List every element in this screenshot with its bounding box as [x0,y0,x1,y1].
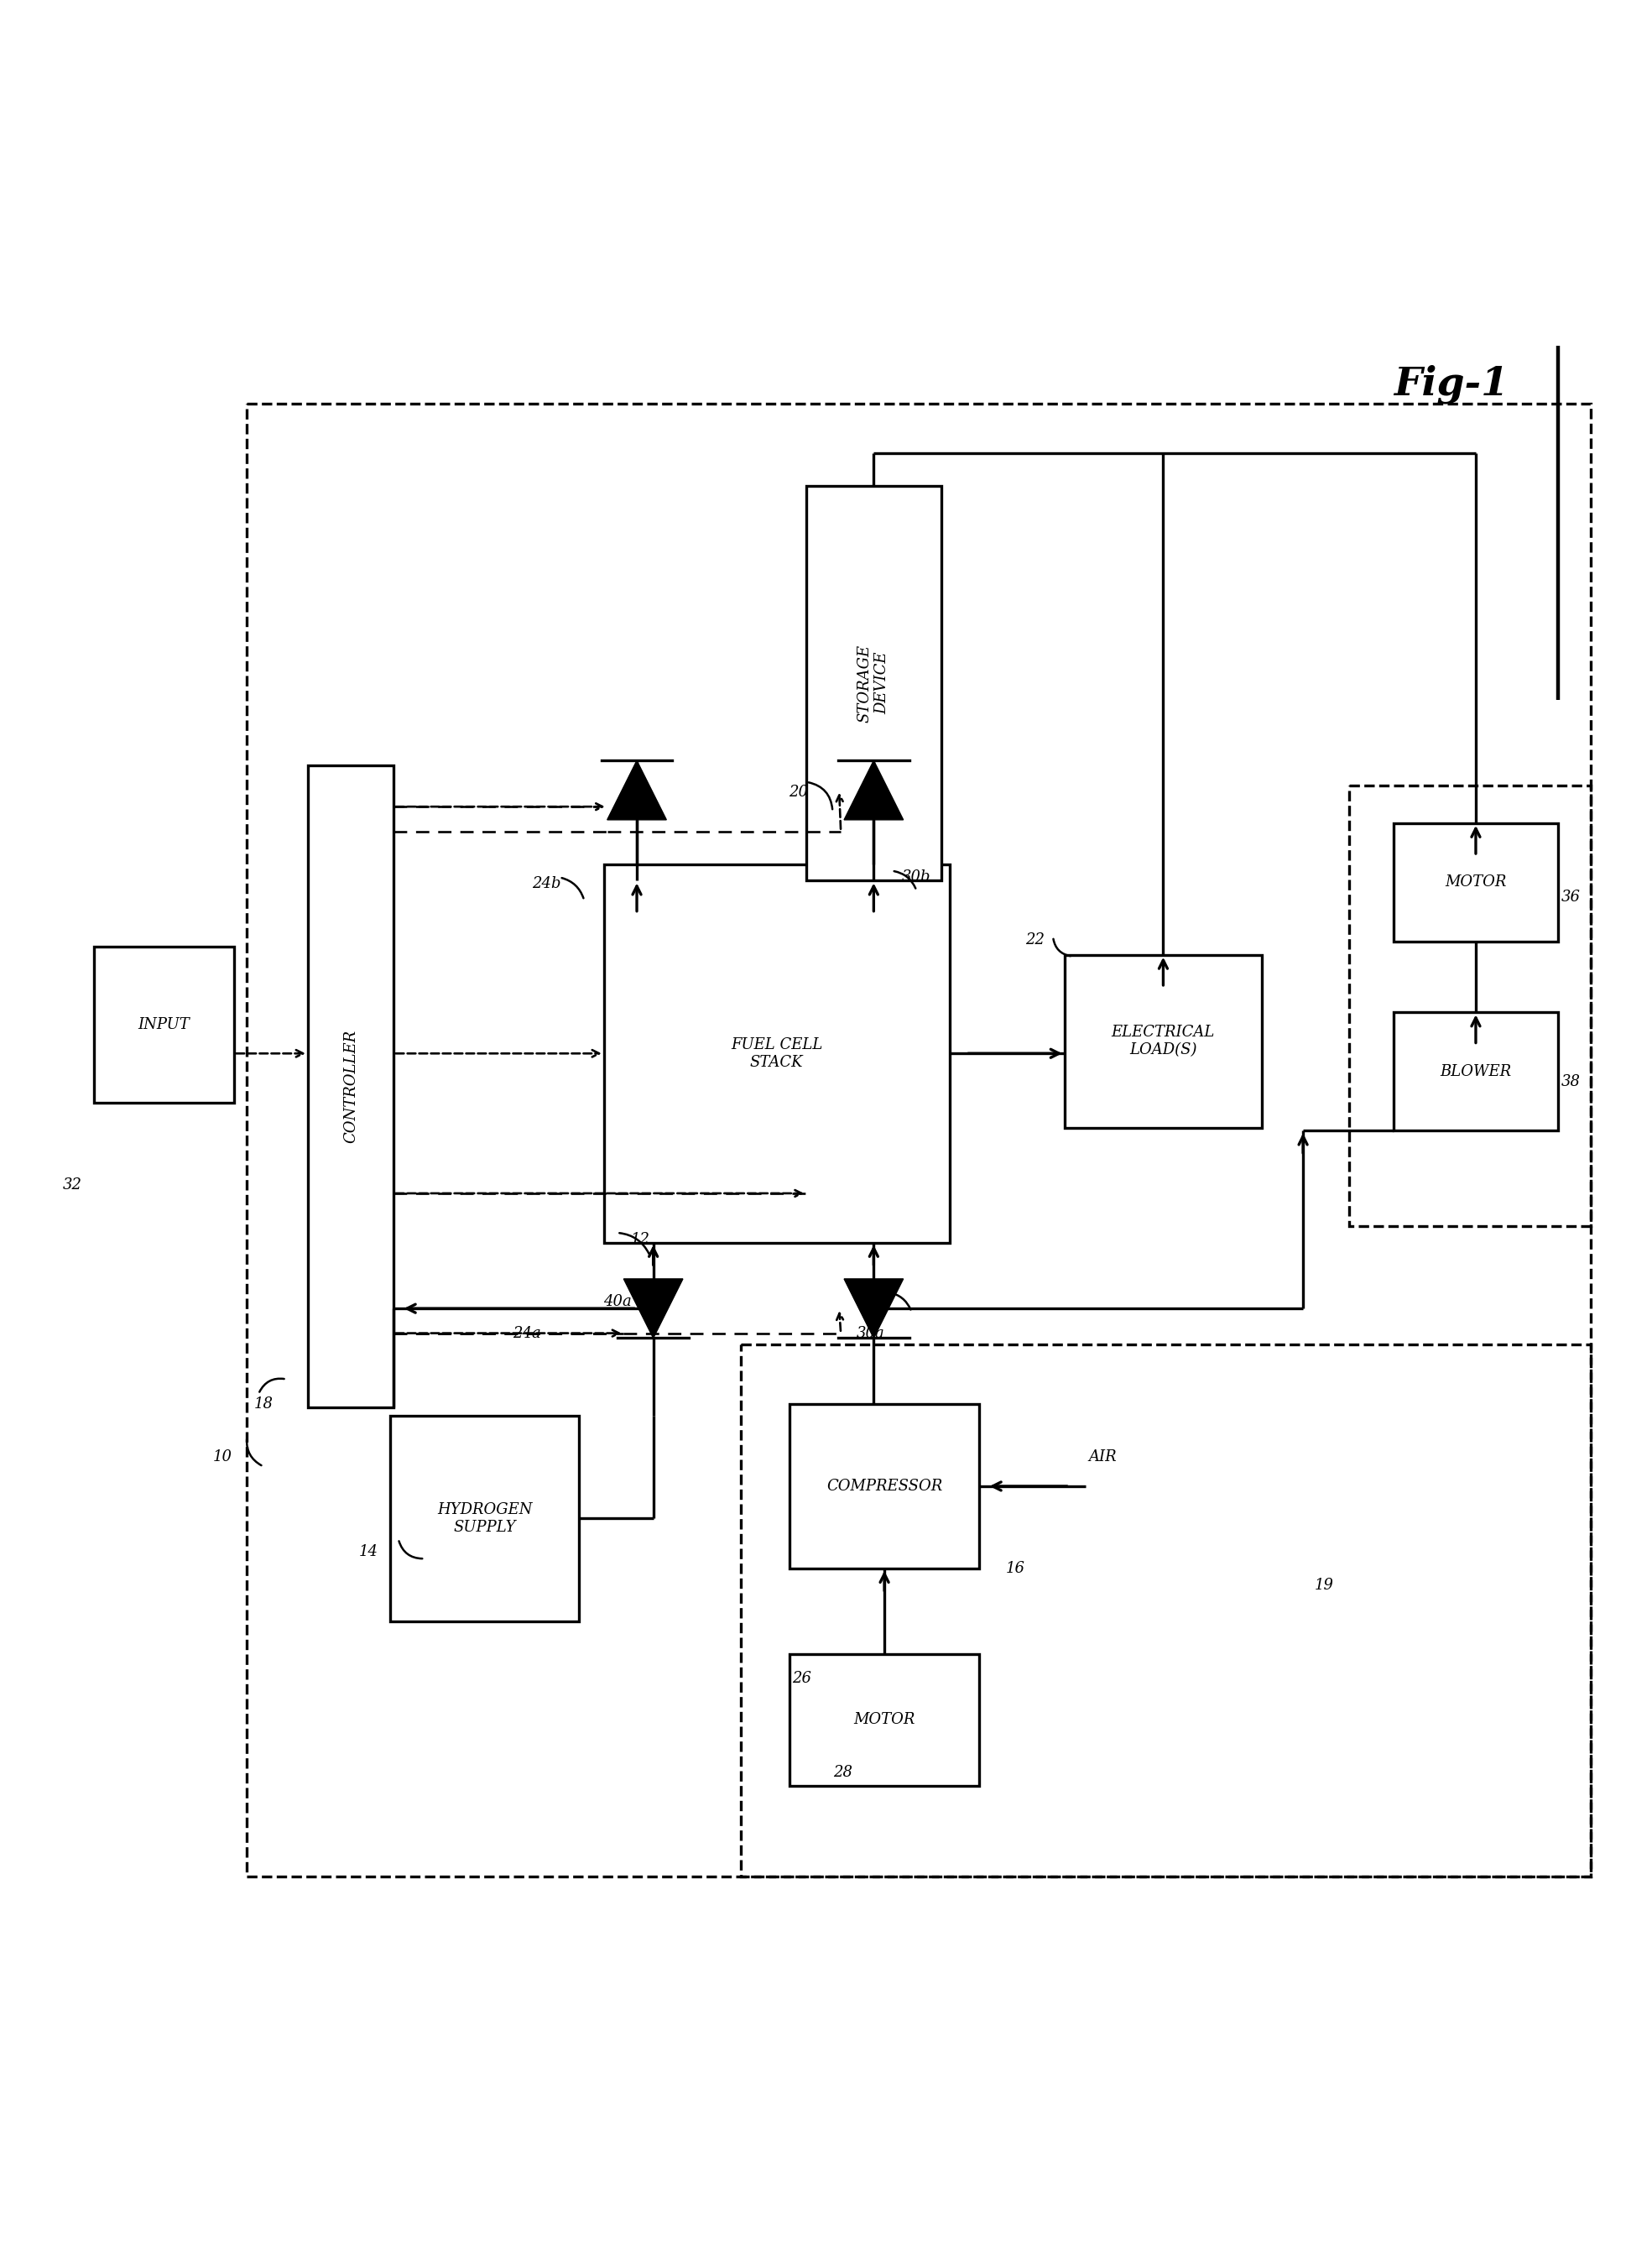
Text: 24b: 24b [532,877,560,891]
Polygon shape [844,1279,904,1337]
Bar [790,1405,980,1569]
Polygon shape [608,760,666,821]
Text: 12: 12 [631,1231,649,1247]
Bar [307,764,393,1407]
Text: 24a: 24a [512,1326,540,1342]
Text: 20: 20 [788,785,808,798]
Text: INPUT: INPUT [139,1017,190,1033]
Text: 36: 36 [1561,888,1581,904]
Text: HYDROGEN
SUPPLY: HYDROGEN SUPPLY [438,1502,532,1536]
Bar [246,404,1591,1876]
Text: AIR: AIR [1089,1450,1117,1463]
Text: 40a: 40a [603,1294,631,1310]
Bar [1394,1012,1558,1130]
Text: BLOWER: BLOWER [1441,1064,1512,1080]
Bar [94,947,235,1103]
Bar [1394,823,1558,943]
Text: STORAGE
DEVICE: STORAGE DEVICE [857,645,890,722]
Bar [605,864,950,1243]
Bar [1064,954,1262,1128]
Bar [390,1416,580,1621]
Text: 19: 19 [1315,1578,1335,1592]
Text: 16: 16 [1006,1560,1024,1576]
Text: CONTROLLER: CONTROLLER [344,1031,358,1143]
Polygon shape [624,1279,682,1337]
Text: 22: 22 [1026,931,1044,947]
Text: 32: 32 [63,1177,83,1193]
Text: FUEL CELL
STACK: FUEL CELL STACK [730,1037,823,1069]
Text: 40b: 40b [856,1294,885,1310]
Bar [1350,785,1591,1227]
Bar [740,1344,1591,1876]
Text: COMPRESSOR: COMPRESSOR [826,1479,942,1493]
Text: 30b: 30b [902,870,932,884]
Text: MOTOR: MOTOR [1446,875,1507,891]
Text: MOTOR: MOTOR [854,1712,915,1727]
Text: 14: 14 [358,1545,378,1560]
Text: 28: 28 [833,1766,852,1779]
Bar [790,1653,980,1786]
Polygon shape [844,760,904,821]
Text: 18: 18 [254,1396,273,1412]
Text: 38: 38 [1561,1073,1581,1089]
Text: ELECTRICAL
LOAD(S): ELECTRICAL LOAD(S) [1112,1024,1214,1058]
Text: 10: 10 [213,1450,231,1463]
Text: 26: 26 [791,1671,811,1687]
Text: Fig-1: Fig-1 [1394,365,1508,404]
Text: 30a: 30a [856,1326,884,1342]
Bar [806,485,942,882]
